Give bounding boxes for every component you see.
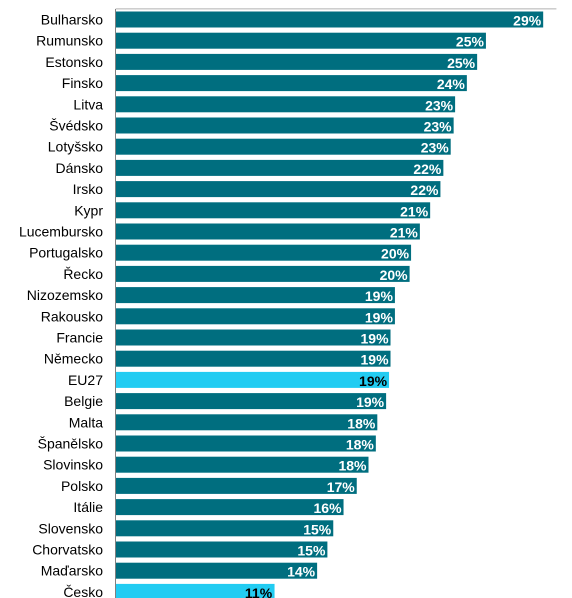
category-label-madarsko: Maďarsko xyxy=(41,563,104,579)
value-label-irsko: 22% xyxy=(410,182,439,198)
category-label-lotyssko: Lotyšsko xyxy=(48,139,103,155)
category-label-litva: Litva xyxy=(73,96,103,112)
category-labels-group: Bulharsko Rumunsko Estonsko Finsko Litva Švéd… xyxy=(19,12,103,598)
category-label-spanelsko: Španělsko xyxy=(38,436,104,452)
category-label-nizozemsko: Nizozemsko xyxy=(27,287,103,303)
value-label-italie: 16% xyxy=(314,500,343,516)
bar-nizozemsko xyxy=(116,287,395,304)
value-label-belgie: 19% xyxy=(356,394,385,410)
category-label-cesko: Česko xyxy=(63,584,103,598)
category-label-eu27: EU27 xyxy=(68,372,103,388)
bar-slovensko xyxy=(116,520,334,537)
bar-kypr xyxy=(116,202,431,219)
value-label-polsko: 17% xyxy=(327,479,356,495)
category-label-chorvatsko: Chorvatsko xyxy=(32,542,103,558)
category-label-rumunsko: Rumunsko xyxy=(36,33,103,49)
bar-malta xyxy=(116,414,378,431)
value-label-nemecko: 19% xyxy=(361,352,390,368)
category-label-svedsko: Švédsko xyxy=(49,118,103,134)
value-label-litva: 23% xyxy=(425,97,454,113)
bar-portugalsko xyxy=(116,244,412,261)
value-label-eu27: 19% xyxy=(359,373,388,389)
category-label-malta: Malta xyxy=(69,414,103,430)
value-label-kypr: 21% xyxy=(400,203,429,219)
category-label-italie: Itálie xyxy=(73,499,103,515)
value-label-madarsko: 14% xyxy=(287,564,316,580)
bar-francie xyxy=(116,329,391,346)
category-label-rakousko: Rakousko xyxy=(41,308,103,324)
value-label-nizozemsko: 19% xyxy=(365,288,394,304)
bar-estonsko xyxy=(116,53,478,70)
value-label-finsko: 24% xyxy=(437,76,466,92)
category-label-kypr: Kypr xyxy=(74,202,103,218)
bar-spanelsko xyxy=(116,435,376,452)
value-label-cesko: 11% xyxy=(245,585,273,598)
value-label-dansko: 22% xyxy=(413,161,442,177)
category-label-bulharsko: Bulharsko xyxy=(41,12,103,28)
value-label-spanelsko: 18% xyxy=(346,437,375,453)
bar-lucembursko xyxy=(116,223,420,240)
category-label-lucembursko: Lucembursko xyxy=(19,224,103,240)
value-labels-group: 29% 25% 25% 24% 23% 23% 23% 22% 22% 21% 21% 20% 20% 1… xyxy=(245,13,542,598)
value-label-lucembursko: 21% xyxy=(390,225,419,241)
bar-lotyssko xyxy=(116,138,451,155)
value-label-lotyssko: 23% xyxy=(421,140,450,156)
value-label-malta: 18% xyxy=(347,415,376,431)
category-label-dansko: Dánsko xyxy=(56,160,104,176)
category-label-irsko: Irsko xyxy=(73,181,104,197)
value-label-chorvatsko: 15% xyxy=(297,543,326,559)
category-label-slovinsko: Slovinsko xyxy=(43,457,103,473)
bar-madarsko xyxy=(116,562,318,579)
value-label-estonsko: 25% xyxy=(447,55,476,71)
value-label-portugalsko: 20% xyxy=(381,246,410,262)
bars-group xyxy=(116,11,544,598)
bar-cesko xyxy=(116,583,275,598)
bar-slovinsko xyxy=(116,456,369,473)
category-label-estonsko: Estonsko xyxy=(45,54,103,70)
category-label-polsko: Polsko xyxy=(61,478,103,494)
bar-chorvatsko xyxy=(116,541,328,558)
value-label-francie: 19% xyxy=(361,331,390,347)
value-label-recko: 20% xyxy=(380,267,409,283)
category-label-slovensko: Slovensko xyxy=(38,520,103,536)
category-label-recko: Řecko xyxy=(63,266,103,282)
bar-dansko xyxy=(116,159,444,176)
bar-eu27 xyxy=(116,371,390,388)
category-label-francie: Francie xyxy=(56,330,103,346)
bar-belgie xyxy=(116,393,387,410)
value-label-svedsko: 23% xyxy=(424,119,453,135)
value-label-rumunsko: 25% xyxy=(456,34,485,50)
value-label-slovensko: 15% xyxy=(303,521,332,537)
bar-nemecko xyxy=(116,350,391,367)
bar-recko xyxy=(116,265,410,282)
bar-finsko xyxy=(116,75,467,92)
category-label-portugalsko: Portugalsko xyxy=(29,245,103,261)
bar-litva xyxy=(116,96,456,113)
value-label-slovinsko: 18% xyxy=(338,458,367,474)
bar-italie xyxy=(116,499,344,516)
value-label-bulharsko: 29% xyxy=(513,13,542,29)
bar-rakousko xyxy=(116,308,395,325)
category-label-finsko: Finsko xyxy=(62,75,103,91)
category-label-nemecko: Německo xyxy=(44,351,103,367)
bar-svedsko xyxy=(116,117,454,134)
bar-rumunsko xyxy=(116,32,486,49)
bar-bulharsko xyxy=(116,11,544,28)
bar-irsko xyxy=(116,181,441,198)
category-label-belgie: Belgie xyxy=(64,393,103,409)
value-label-rakousko: 19% xyxy=(365,309,394,325)
bar-polsko xyxy=(116,477,357,494)
